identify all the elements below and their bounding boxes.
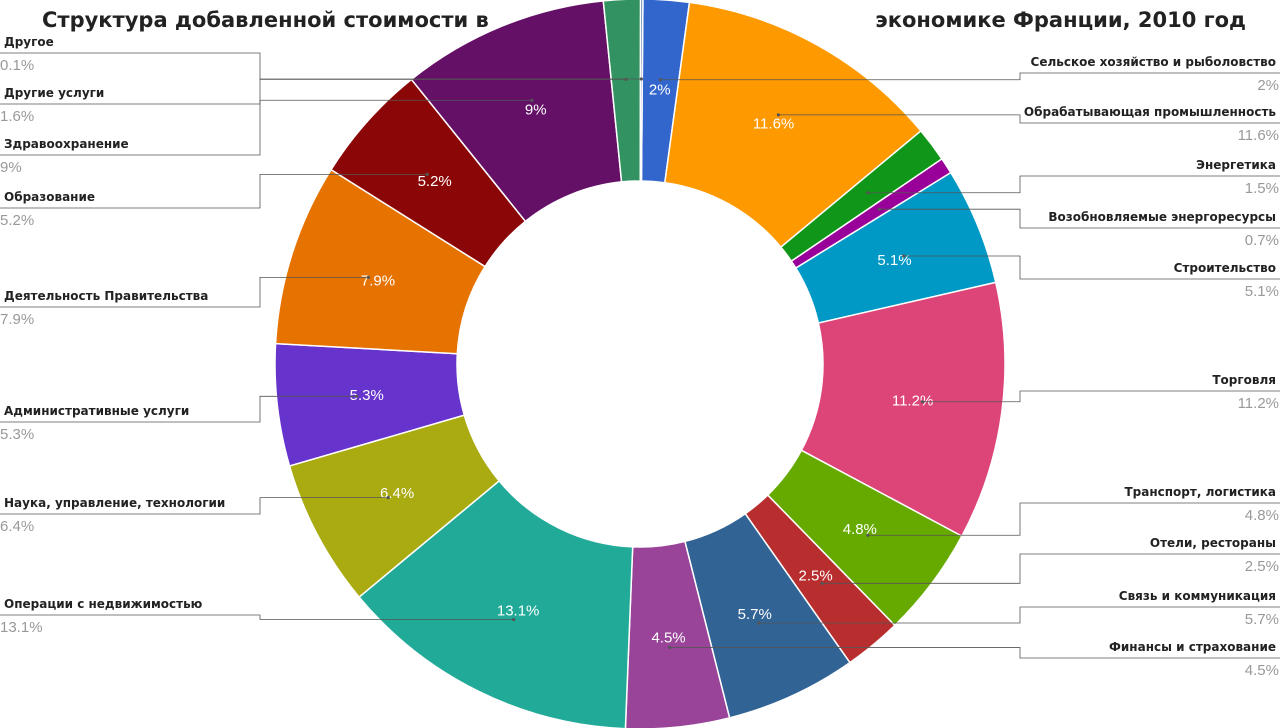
slice-9-legend-value: 5.7% bbox=[1245, 611, 1279, 628]
chart-title-right: экономике Франции, 2010 год bbox=[875, 8, 1246, 32]
slice-13-legend-name: Административные услуги bbox=[4, 404, 189, 418]
slice-13-inner-label: 5.3% bbox=[350, 387, 384, 404]
slice-8-legend-value: 2.5% bbox=[1245, 558, 1279, 575]
chart-title-left: Структура добавленной стоимости в bbox=[42, 8, 489, 32]
slice-2-wedge bbox=[663, 1, 922, 249]
slice-labels-layer: 2% 11.6% 5.1% 11.2% 4.8% 2.5% 5.7% 4.5% 13.1% 6.4… bbox=[350, 82, 934, 647]
slice-2-legend-name: Обрабатывающая промышленность bbox=[1024, 105, 1277, 119]
slice-1-leader-dot bbox=[658, 78, 663, 82]
slice-6-wedge bbox=[800, 281, 1006, 538]
slice-5-legend-value: 5.1% bbox=[1245, 283, 1279, 300]
slice-14-inner-label: 7.9% bbox=[361, 272, 395, 289]
slice-14-leader-dot bbox=[366, 275, 371, 280]
slice-12-leader-dot bbox=[386, 495, 390, 500]
slice-15-leader-dot bbox=[425, 172, 429, 177]
slice-12-leader-line bbox=[0, 497, 389, 515]
slice-7-legend-value: 4.8% bbox=[1245, 507, 1279, 524]
slice-8-leader-line bbox=[821, 553, 1280, 584]
slice-13-leader-dot bbox=[355, 394, 359, 398]
leaders-layer bbox=[0, 52, 1280, 659]
slice-3-legend-name: Энергетика bbox=[1196, 158, 1276, 172]
slice-5-inner-label: 5.1% bbox=[877, 252, 911, 269]
slice-12-legend-value: 6.4% bbox=[0, 518, 34, 535]
slice-6-legend-value: 11.2% bbox=[1238, 395, 1279, 412]
slice-8-leader-dot bbox=[820, 581, 824, 585]
slice-1-leader-line bbox=[660, 72, 1280, 81]
slice-6-leader-line bbox=[922, 390, 1280, 403]
slice-18-legend-name: Другое bbox=[4, 35, 54, 49]
slice-5-leader-line bbox=[903, 255, 1280, 280]
slice-9-leader-line bbox=[758, 606, 1280, 624]
slice-10-legend-name: Финансы и страхование bbox=[1109, 640, 1276, 654]
slice-18-wedge bbox=[639, 0, 644, 182]
slice-9-legend-name: Связь и коммуникация bbox=[1119, 589, 1276, 603]
slice-10-legend-value: 4.5% bbox=[1245, 662, 1279, 679]
slice-12-inner-label: 6.4% bbox=[380, 485, 414, 502]
slice-4-leader-dot bbox=[877, 207, 881, 211]
slice-13-legend-value: 5.3% bbox=[0, 426, 34, 443]
slice-4-legend-value: 0.7% bbox=[1245, 232, 1279, 249]
slice-18-leader-line bbox=[0, 52, 642, 80]
slice-10-leader-line bbox=[669, 647, 1280, 659]
slice-11-legend-name: Операции с недвижимостью bbox=[4, 597, 203, 611]
slice-2-legend-value: 11.6% bbox=[1238, 127, 1279, 144]
slice-15-legend-value: 5.2% bbox=[0, 212, 34, 229]
slice-9-leader-dot bbox=[757, 621, 761, 625]
slice-16-inner-label: 9% bbox=[525, 102, 547, 119]
slice-11-inner-label: 13.1% bbox=[497, 603, 540, 620]
slice-10-leader-dot bbox=[667, 645, 672, 650]
slice-5-leader-dot bbox=[902, 254, 906, 258]
slice-17-legend-value: 1.6% bbox=[0, 108, 34, 125]
slice-15-legend-name: Образование bbox=[4, 190, 95, 204]
slice-8-inner-label: 2.5% bbox=[799, 568, 833, 585]
slice-11-leader-dot bbox=[512, 617, 516, 622]
slice-5-legend-name: Строительство bbox=[1174, 261, 1276, 275]
slice-3-leader-line bbox=[867, 175, 1280, 194]
slice-15-inner-label: 5.2% bbox=[418, 173, 452, 190]
slice-7-inner-label: 4.8% bbox=[843, 521, 877, 538]
slice-14-legend-value: 7.9% bbox=[0, 311, 34, 328]
slice-3-leader-dot bbox=[866, 191, 870, 195]
slice-1-legend-value: 2% bbox=[1257, 77, 1279, 94]
slice-8-legend-name: Отели, рестораны bbox=[1150, 536, 1276, 550]
slice-6-legend-name: Торговля bbox=[1212, 373, 1276, 387]
slice-14-legend-name: Деятельность Правительства bbox=[4, 289, 208, 303]
slice-6-inner-label: 11.2% bbox=[892, 392, 933, 409]
slice-1-inner-label: 2% bbox=[649, 82, 671, 99]
slice-7-legend-name: Транспорт, логистика bbox=[1124, 485, 1276, 499]
slice-15-leader-line bbox=[0, 174, 428, 209]
slice-16-legend-value: 9% bbox=[0, 159, 22, 176]
slice-18-leader-dot bbox=[639, 77, 643, 81]
slice-7-leader-dot bbox=[866, 533, 870, 537]
slice-9-inner-label: 5.7% bbox=[738, 606, 772, 623]
slice-17-legend-name: Другие услуги bbox=[4, 86, 104, 100]
slice-13-leader-line bbox=[0, 395, 357, 423]
slice-11-legend-value: 13.1% bbox=[0, 619, 43, 636]
slice-2-leader-dot bbox=[776, 113, 781, 117]
slice-1-legend-name: Сельское хозяйство и рыболовство bbox=[1031, 55, 1276, 69]
slice-2-inner-label: 11.6% bbox=[753, 116, 794, 133]
slice-16-legend-name: Здравоохранение bbox=[4, 137, 129, 151]
slice-6-leader-dot bbox=[920, 400, 925, 404]
slice-2-leader-line bbox=[778, 114, 1280, 124]
slice-7-leader-line bbox=[867, 502, 1280, 536]
slice-16-leader-dot bbox=[530, 98, 534, 102]
slice-4-legend-name: Возобновляемые энергоресурсы bbox=[1048, 210, 1276, 224]
slice-10-inner-label: 4.5% bbox=[651, 630, 685, 647]
slice-14-leader-line bbox=[0, 277, 369, 308]
legend-layer: Сельское хозяйство и рыболовство 2% Обраба… bbox=[0, 35, 1279, 679]
slices-layer bbox=[274, 0, 1006, 728]
slice-11-leader-line bbox=[0, 614, 514, 620]
slice-3-legend-value: 1.5% bbox=[1245, 180, 1279, 197]
slice-16-leader-line bbox=[0, 99, 532, 156]
slice-10-wedge bbox=[624, 540, 731, 728]
slice-18-legend-value: 0.1% bbox=[0, 57, 34, 74]
slice-4-leader-line bbox=[879, 208, 1280, 229]
slice-11-wedge bbox=[358, 479, 634, 728]
slice-12-legend-name: Наука, управление, технологии bbox=[4, 496, 225, 510]
